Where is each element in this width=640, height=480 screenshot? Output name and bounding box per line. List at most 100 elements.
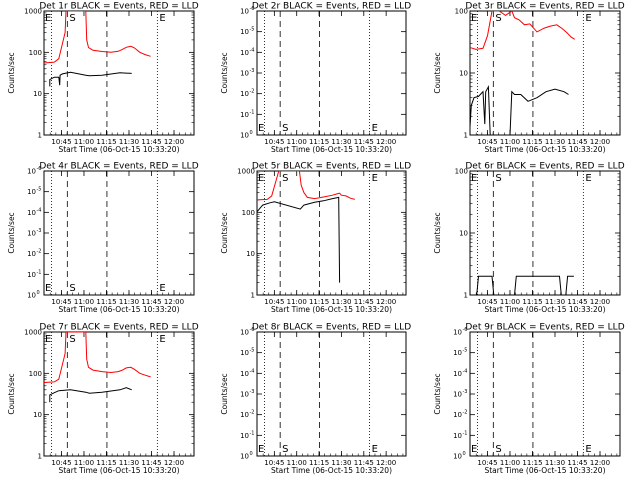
y-tick-label: 100 bbox=[29, 370, 42, 378]
y-tick-exponent: -4 bbox=[463, 368, 468, 374]
y-tick-label: 1000 bbox=[24, 8, 42, 16]
x-tick-label: 11:15 bbox=[522, 138, 542, 146]
x-tick-label: 11:00 bbox=[500, 298, 520, 306]
x-axis-label: Start Time (06-Oct-15 10:33:20) bbox=[58, 305, 179, 314]
x-tick-label: 11:00 bbox=[500, 138, 520, 146]
y-axis-label: Counts/sec bbox=[7, 212, 16, 253]
y-tick-label: 10 bbox=[27, 271, 36, 279]
x-tick-label: 11:15 bbox=[96, 298, 116, 306]
lld-series-line bbox=[257, 171, 355, 201]
y-tick-label: 1 bbox=[38, 132, 42, 140]
x-tick-label: 11:15 bbox=[96, 138, 116, 146]
y-tick-label: 10 bbox=[240, 8, 249, 16]
x-tick-label: 10:45 bbox=[477, 459, 497, 467]
start-marker: S bbox=[282, 123, 288, 134]
x-tick-label: 11:00 bbox=[287, 138, 307, 146]
x-tick-label: 10:45 bbox=[264, 298, 284, 306]
end-marker: E bbox=[585, 13, 591, 24]
y-tick-label: 10 bbox=[33, 90, 42, 98]
y-tick-exponent: -2 bbox=[250, 89, 255, 95]
x-axis-label: Start Time (06-Oct-15 10:33:20) bbox=[58, 145, 179, 154]
start-marker: S bbox=[69, 283, 75, 294]
x-tick-label: 11:45 bbox=[354, 138, 374, 146]
end-marker: E bbox=[372, 444, 378, 455]
x-tick-label: 12:00 bbox=[590, 138, 610, 146]
x-tick-label: 11:00 bbox=[500, 459, 520, 467]
y-tick-exponent: -6 bbox=[250, 327, 255, 333]
y-tick-label: 10 bbox=[240, 411, 249, 419]
x-tick-label: 11:00 bbox=[287, 298, 307, 306]
x-tick-label: 11:30 bbox=[545, 138, 565, 146]
y-tick-exponent: -6 bbox=[463, 327, 468, 333]
x-axis-label: Start Time (06-Oct-15 10:33:20) bbox=[271, 466, 392, 475]
start-marker: S bbox=[495, 13, 501, 24]
y-tick-exponent: 0 bbox=[250, 130, 253, 136]
panel-title: Det 7r BLACK = Events, RED = LLD bbox=[39, 323, 198, 333]
end-marker: E bbox=[585, 444, 591, 455]
y-tick-exponent: -3 bbox=[463, 389, 468, 395]
y-tick-label: 10 bbox=[453, 349, 462, 357]
y-tick-label: 10 bbox=[33, 411, 42, 419]
events-series-line bbox=[470, 84, 569, 135]
plot-frame bbox=[256, 10, 407, 136]
x-tick-label: 12:00 bbox=[376, 459, 396, 467]
start-marker: S bbox=[282, 173, 288, 184]
end-marker: E bbox=[585, 173, 591, 184]
x-tick-label: 11:15 bbox=[522, 298, 542, 306]
plot-frame bbox=[43, 331, 195, 457]
x-axis-label: Start Time (06-Oct-15 10:33:20) bbox=[484, 466, 605, 475]
y-tick-label: 10 bbox=[240, 329, 249, 337]
x-tick-label: 11:15 bbox=[522, 459, 542, 467]
events-series-line bbox=[49, 71, 132, 87]
y-tick-label: 10 bbox=[27, 188, 36, 196]
y-axis-label: Counts/sec bbox=[220, 373, 229, 414]
panel-det-5: Det 5r BLACK = Events, RED = LLD 1 10 100 10… bbox=[220, 162, 411, 315]
y-tick-label: 10 bbox=[240, 132, 249, 140]
x-tick-label: 11:00 bbox=[74, 138, 94, 146]
x-axis-label: Start Time (06-Oct-15 10:33:20) bbox=[271, 145, 392, 154]
end-marker: E bbox=[372, 173, 378, 184]
y-tick-label: 100 bbox=[455, 168, 468, 176]
x-tick-label: 12:00 bbox=[590, 459, 610, 467]
y-tick-exponent: -1 bbox=[37, 269, 42, 275]
y-tick-label: 1 bbox=[464, 292, 468, 300]
start-marker: S bbox=[495, 444, 501, 455]
y-tick-exponent: 0 bbox=[37, 290, 40, 296]
y-tick-label: 10 bbox=[27, 250, 36, 258]
y-tick-label: 10 bbox=[453, 329, 462, 337]
end-marker: E bbox=[159, 283, 165, 294]
x-tick-label: 11:00 bbox=[74, 298, 94, 306]
y-tick-exponent: -6 bbox=[37, 166, 42, 172]
x-tick-label: 11:00 bbox=[287, 459, 307, 467]
y-tick-exponent: -4 bbox=[250, 47, 255, 53]
x-tick-label: 11:45 bbox=[567, 138, 587, 146]
plot-frame bbox=[43, 170, 195, 296]
panel-title: Det 5r BLACK = Events, RED = LLD bbox=[252, 162, 411, 172]
y-axis-label: Counts/sec bbox=[220, 52, 229, 93]
x-tick-label: 12:00 bbox=[164, 138, 184, 146]
y-tick-label: 10 bbox=[240, 453, 249, 461]
plot-frame bbox=[256, 331, 407, 457]
x-tick-label: 10:45 bbox=[51, 459, 71, 467]
y-tick-label: 10 bbox=[240, 432, 249, 440]
y-tick-label: 10 bbox=[27, 230, 36, 238]
x-tick-label: 10:45 bbox=[264, 459, 284, 467]
x-tick-label: 11:00 bbox=[74, 459, 94, 467]
panel-title: Det 6r BLACK = Events, RED = LLD bbox=[465, 162, 624, 172]
left-edge-marker: E bbox=[45, 283, 51, 294]
y-tick-label: 10 bbox=[240, 90, 249, 98]
panel-title: Det 9r BLACK = Events, RED = LLD bbox=[465, 323, 624, 333]
y-tick-label: 10 bbox=[459, 230, 468, 238]
x-tick-label: 12:00 bbox=[590, 298, 610, 306]
y-tick-exponent: -2 bbox=[463, 410, 468, 416]
y-tick-label: 10 bbox=[453, 411, 462, 419]
x-tick-label: 11:30 bbox=[119, 459, 139, 467]
start-marker: S bbox=[282, 444, 288, 455]
y-tick-label: 10 bbox=[240, 111, 249, 119]
x-tick-label: 10:45 bbox=[477, 298, 497, 306]
y-tick-exponent: -3 bbox=[37, 228, 42, 234]
x-tick-label: 12:00 bbox=[376, 138, 396, 146]
x-tick-label: 11:45 bbox=[141, 298, 161, 306]
